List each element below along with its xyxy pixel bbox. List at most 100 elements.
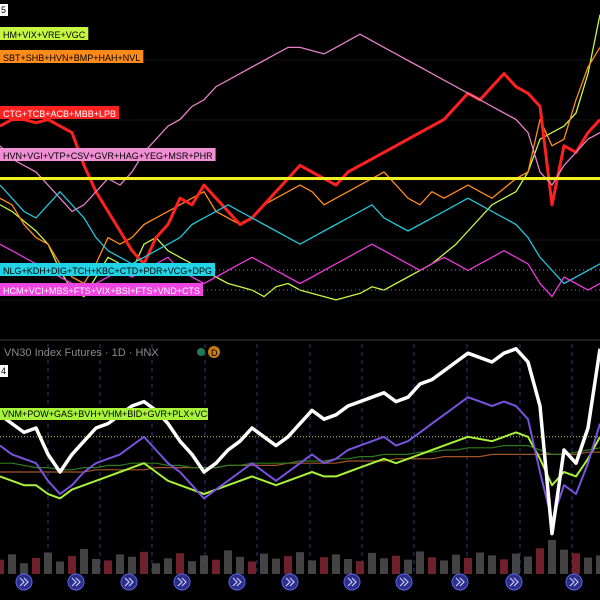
volume-bar <box>260 553 268 574</box>
volume-bar <box>344 558 352 574</box>
fast-forward-icon <box>569 577 579 587</box>
volume-bar <box>524 556 532 574</box>
volume-bar <box>152 563 160 574</box>
timeframe-badge-circle[interactable] <box>208 346 220 358</box>
volume-bar <box>20 563 28 574</box>
volume-bar <box>176 553 184 574</box>
top-pane-number: 5 <box>1 5 6 15</box>
volume-bar <box>296 552 304 574</box>
fast-forward-icon <box>509 577 519 587</box>
volume-bar <box>356 561 364 574</box>
top-series-label-box-5 <box>0 283 204 296</box>
top-series-label-4: NLG+KDH+DIG+TCH+KBC+CTD+PDR+VCG+DPG <box>3 266 212 276</box>
fast-forward-icon <box>124 577 134 587</box>
volume-bar <box>452 554 460 574</box>
volume-bar <box>560 549 568 574</box>
top-series-label-2: CTG+TCB+ACB+MBB+LPB <box>3 109 116 119</box>
volume-bar <box>440 560 448 574</box>
volume-bar <box>488 555 496 574</box>
volume-bar <box>464 557 472 574</box>
top-series-labels: HM+VIX+VRE+VGC SBT+SHB+HVN+BMP+HAH+NVL CTG… <box>0 27 600 296</box>
event-markers <box>15 573 583 591</box>
fast-forward-icon <box>232 577 242 587</box>
top-panel[interactable]: HM+VIX+VRE+VGC SBT+SHB+HVN+BMP+HAH+NVL CTG… <box>0 4 600 301</box>
volume-bar <box>584 557 592 574</box>
bottom-series-line-2 <box>0 431 600 500</box>
top-pane-number-box <box>0 4 8 16</box>
volume-bar <box>308 560 316 574</box>
volume-bars <box>0 540 600 574</box>
volume-bar <box>548 540 556 574</box>
volume-bar <box>116 554 124 574</box>
top-series-label-box-4 <box>0 263 216 276</box>
composite-label: VNM+POW+GAS+BVH+VHM+BID+GVR+PLX+VCB <box>2 409 213 419</box>
top-series-label-box-0 <box>0 27 89 40</box>
volume-bar <box>224 550 232 574</box>
volume-bar <box>0 559 4 574</box>
volume-bar <box>284 556 292 574</box>
bottom-series-line-1 <box>0 396 600 522</box>
timeframe-badge[interactable]: D <box>211 348 218 358</box>
bottom-series-line-0 <box>0 347 600 536</box>
volume-bar <box>44 552 52 574</box>
top-series-label-box-2 <box>0 106 120 119</box>
volume-bar <box>92 558 100 574</box>
volume-bar <box>8 554 16 574</box>
bottom-panel[interactable]: VN30 Index Futures · 1D · HNX D 4 VNM+PO… <box>0 344 600 591</box>
volume-bar <box>536 548 544 574</box>
top-series-line-3 <box>0 33 600 213</box>
volume-bar <box>188 561 196 574</box>
fast-forward-icon <box>285 577 295 587</box>
volume-bar <box>68 556 76 574</box>
volume-bar <box>512 553 520 574</box>
volume-bar <box>380 558 388 574</box>
top-series-line-2 <box>0 72 600 266</box>
top-series-line-4 <box>0 184 600 285</box>
market-status-dot <box>197 348 205 356</box>
symbol-title: VN30 Index Futures · 1D · HNX <box>4 347 159 359</box>
top-series-label-3: HVN+VGI+VTP+CSV+GVR+HAG+YEG+MSR+PHR <box>3 151 213 161</box>
top-series-label-0: HM+VIX+VRE+VGC <box>3 30 86 40</box>
volume-bar <box>332 554 340 574</box>
fast-forward-icon <box>177 577 187 587</box>
bottom-series-line-3 <box>0 445 600 471</box>
fast-forward-icon <box>19 577 29 587</box>
volume-bar <box>476 552 484 574</box>
bottom-series-lines <box>0 347 600 536</box>
top-series-label-5: HCM+VCI+MBS+FTS+VIX+BSI+FTS+VND+CTS <box>3 286 200 296</box>
volume-bar <box>572 553 580 574</box>
fast-forward-icon <box>399 577 409 587</box>
volume-bar <box>368 552 376 574</box>
fast-forward-icon <box>71 577 81 587</box>
volume-bar <box>272 558 280 574</box>
volume-bar <box>56 561 64 574</box>
bottom-pane-number-box <box>0 365 8 377</box>
volume-bar <box>104 560 112 574</box>
volume-bar <box>200 555 208 574</box>
volume-bar <box>236 556 244 574</box>
volume-bar <box>212 559 220 574</box>
volume-bar <box>500 559 508 574</box>
top-series-line-1 <box>0 47 600 285</box>
bottom-pane-number: 4 <box>1 366 6 376</box>
fast-forward-icon <box>455 577 465 587</box>
volume-bar <box>392 555 400 574</box>
volume-bar <box>164 558 172 574</box>
volume-bar <box>248 561 256 574</box>
fast-forward-icon <box>347 577 357 587</box>
top-series-label-box-3 <box>0 148 216 161</box>
top-series-label-1: SBT+SHB+HVN+BMP+HAH+NVL <box>3 53 140 63</box>
volume-bar <box>32 557 40 574</box>
top-series-label-box-1 <box>0 50 144 63</box>
volume-bar <box>128 556 136 574</box>
top-series-line-5 <box>0 243 600 298</box>
volume-bar <box>404 559 412 574</box>
composite-label-box <box>0 408 208 420</box>
volume-bar <box>320 557 328 574</box>
volume-bar <box>428 557 436 574</box>
volume-bar <box>140 551 148 574</box>
volume-bar <box>80 548 88 574</box>
volume-bar <box>596 555 600 574</box>
volume-bar <box>416 551 424 574</box>
